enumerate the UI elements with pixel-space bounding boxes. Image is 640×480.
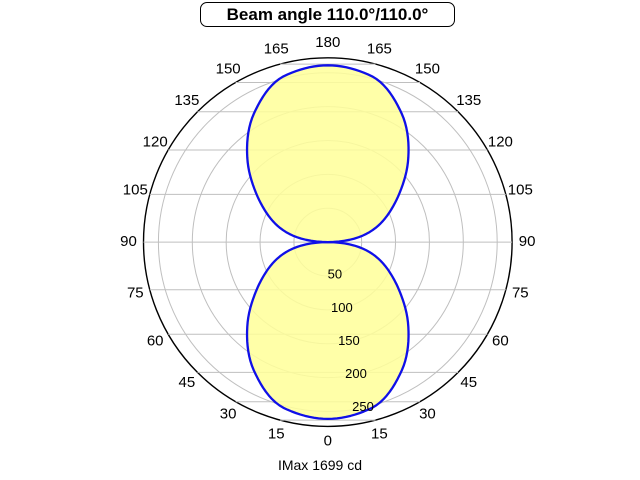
svg-text:75: 75 bbox=[512, 285, 529, 302]
svg-text:0: 0 bbox=[324, 432, 332, 449]
svg-text:150: 150 bbox=[216, 60, 241, 77]
svg-text:90: 90 bbox=[120, 233, 137, 250]
svg-text:45: 45 bbox=[460, 374, 477, 391]
svg-text:60: 60 bbox=[147, 333, 164, 350]
svg-text:50: 50 bbox=[328, 267, 342, 282]
svg-text:105: 105 bbox=[508, 181, 533, 198]
svg-text:120: 120 bbox=[143, 133, 168, 150]
svg-text:150: 150 bbox=[338, 333, 360, 348]
svg-text:75: 75 bbox=[127, 285, 144, 302]
svg-text:165: 165 bbox=[264, 41, 289, 58]
svg-text:165: 165 bbox=[367, 41, 392, 58]
svg-text:30: 30 bbox=[419, 406, 436, 423]
svg-text:180: 180 bbox=[315, 34, 340, 51]
svg-text:45: 45 bbox=[179, 374, 196, 391]
svg-text:90: 90 bbox=[519, 233, 536, 250]
svg-text:120: 120 bbox=[488, 133, 513, 150]
svg-text:200: 200 bbox=[345, 366, 367, 381]
svg-text:105: 105 bbox=[123, 181, 148, 198]
svg-text:250: 250 bbox=[352, 399, 374, 414]
svg-text:15: 15 bbox=[268, 426, 285, 443]
svg-text:100: 100 bbox=[331, 300, 353, 315]
svg-text:60: 60 bbox=[492, 333, 509, 350]
svg-text:135: 135 bbox=[456, 92, 481, 109]
svg-text:150: 150 bbox=[415, 60, 440, 77]
svg-text:30: 30 bbox=[220, 406, 237, 423]
svg-text:15: 15 bbox=[371, 426, 388, 443]
svg-text:135: 135 bbox=[174, 92, 199, 109]
